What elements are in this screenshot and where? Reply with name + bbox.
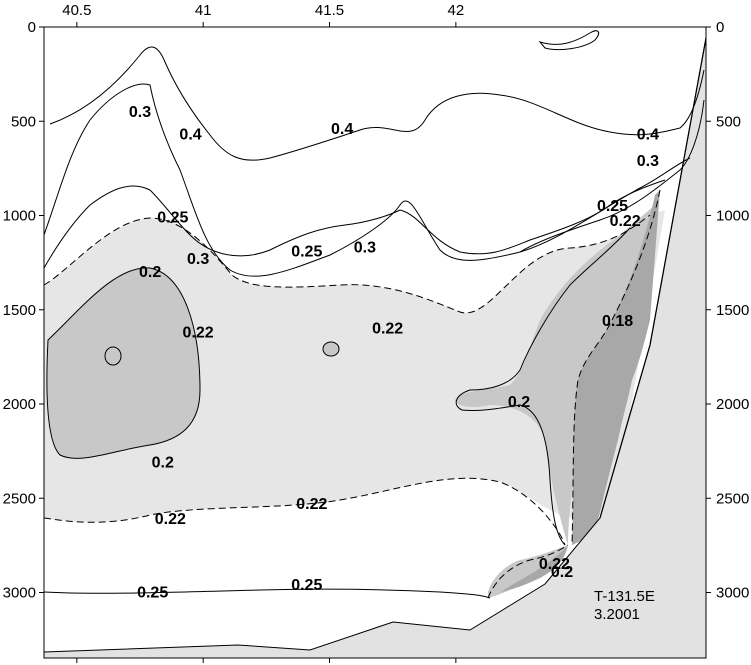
- y-tick-label-left: 1500: [3, 302, 36, 319]
- x-tick-label: 41.5: [315, 2, 344, 19]
- x-tick-label: 42: [448, 2, 465, 19]
- contour-label: 0.2: [152, 454, 174, 471]
- annotation-line2: 3.2001: [594, 606, 640, 623]
- y-tick-label-left: 0: [28, 19, 36, 36]
- contour-label: 0.3: [187, 251, 209, 268]
- contour-0.25-bottom: [43, 588, 491, 599]
- y-tick-label-right: 0: [716, 19, 724, 36]
- contour-label: 0.22: [296, 496, 327, 513]
- contour-0.25-a: [43, 185, 401, 269]
- contour-label: 0.3: [637, 153, 659, 170]
- annotation-line1: T-131.5E: [594, 588, 655, 605]
- shade-below-0.22: [44, 210, 665, 523]
- contour-label: 0.22: [539, 556, 570, 573]
- contour-0.4-b: [538, 30, 600, 51]
- contour-0.4-a: [49, 46, 705, 161]
- contour-labels: 0.30.4 0.4 0.40.30.250.220.250.25 0.30.30.2…: [129, 104, 659, 602]
- contour-label: 0.3: [354, 240, 376, 257]
- contour-label: 0.4: [179, 126, 201, 143]
- contour-label: 0.2: [139, 264, 161, 281]
- contour-label: 0.25: [291, 577, 322, 594]
- y-tick-label-right: 3000: [716, 585, 749, 602]
- plot-frame: [43, 26, 707, 659]
- shade-below-0.2-right: [455, 205, 655, 545]
- x-tick-label: 40.5: [62, 2, 91, 19]
- y-tick-label-left: 1000: [3, 208, 36, 225]
- y-tick-label-right: 2000: [716, 396, 749, 413]
- contour-label: 0.22: [183, 324, 214, 341]
- contour-0.2-left: [46, 267, 201, 459]
- x-tick-label: 41: [195, 2, 212, 19]
- contour-label: 0.25: [597, 198, 628, 215]
- contour-0.22-a: [43, 214, 651, 314]
- shade-below-0.18: [572, 190, 660, 545]
- contour-label: 0.25: [157, 209, 188, 226]
- contour-label: 0.22: [155, 511, 186, 528]
- contour-0.3-b: [519, 99, 705, 253]
- contour-label: 0.22: [610, 213, 641, 230]
- shade-bottom-pocket: [488, 545, 568, 598]
- y-tick-label-left: 500: [11, 113, 36, 130]
- contour-0.2-right: [455, 227, 631, 546]
- slope-line: [599, 37, 707, 519]
- small-contour-mid: [322, 341, 340, 357]
- contour-0.3-a: [43, 83, 691, 277]
- contour-bottom-pocket: [487, 544, 569, 599]
- contour-label: 0.22: [372, 321, 403, 338]
- y-tick-label-left: 2000: [3, 396, 36, 413]
- contour-0.22-b: [43, 477, 566, 546]
- shade-below-0.2-left: [46, 267, 200, 459]
- contour-label: 0.25: [137, 585, 168, 602]
- contour-label: 0.4: [637, 126, 659, 143]
- contour-0.18: [571, 189, 661, 546]
- y-tick-label-right: 1000: [716, 208, 749, 225]
- y-tick-label-left: 2500: [3, 490, 36, 507]
- contour-label: 0.4: [331, 121, 353, 138]
- small-contour-left: [104, 346, 122, 366]
- y-tick-label-right: 500: [716, 113, 741, 130]
- y-tick-label-right: 1500: [716, 302, 749, 319]
- contour-label: 0.2: [508, 394, 530, 411]
- y-tick-label-left: 3000: [3, 585, 36, 602]
- y-tick-label-right: 2500: [716, 490, 749, 507]
- contour-label: 0.2: [551, 564, 573, 581]
- contour-label: 0.25: [291, 243, 322, 260]
- x-axis: 40.5 41 41.5 42: [62, 2, 464, 663]
- contour-label: 0.18: [602, 313, 633, 330]
- contour-0.25-b: [399, 179, 666, 255]
- contour-label: 0.3: [129, 104, 151, 121]
- y-axis: 0 0 500 500 1000 1000 1500 1500 2000 2000 2500 2500…: [3, 19, 750, 602]
